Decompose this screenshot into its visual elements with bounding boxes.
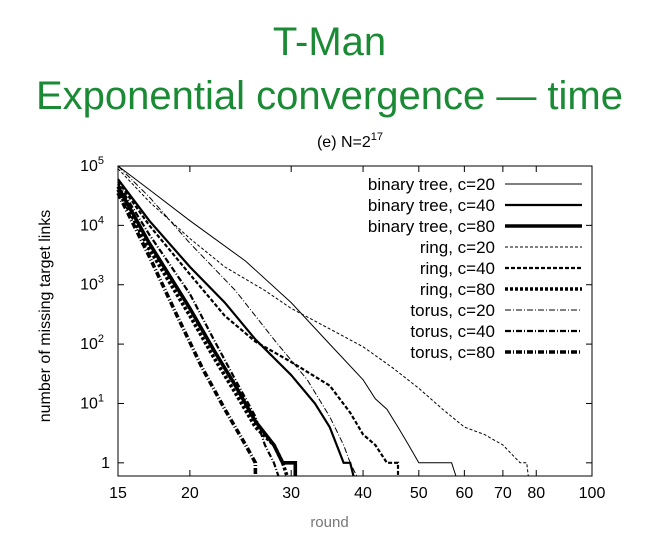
series-line-9 [116, 192, 258, 476]
x-tick-label: 80 [527, 485, 545, 502]
y-axis-label: number of missing target links [37, 210, 54, 423]
chart-title: (e) N=217 [317, 131, 383, 151]
series-line-3 [116, 185, 298, 476]
x-tick-label: 30 [282, 485, 300, 502]
legend-label-2: binary tree, c=40 [368, 196, 495, 215]
x-tick-label: 40 [354, 485, 372, 502]
legend: binary tree, c=20 binary tree, c=40 binary… [368, 175, 582, 362]
y-tick-label: 102 [80, 333, 104, 353]
series-line-1 [117, 165, 457, 477]
legend-label-5: ring, c=40 [420, 259, 495, 278]
series-line-2 [117, 178, 355, 477]
legend-label-8: torus, c=40 [410, 322, 495, 341]
x-axis: 15 20 30 40 50 60 70 80 100 [109, 166, 605, 502]
slide-title-line1: T-Man [272, 20, 387, 64]
series-line-5 [117, 180, 400, 476]
x-tick-label: 100 [579, 485, 606, 502]
series-line-7 [117, 165, 358, 477]
series-group [116, 165, 529, 477]
legend-label-7: torus, c=20 [410, 301, 495, 320]
y-tick-label: 101 [80, 392, 104, 412]
x-axis-label: round [310, 514, 349, 531]
y-tick-label: 1 [101, 455, 110, 472]
legend-label-9: torus, c=80 [410, 343, 495, 362]
legend-label-4: ring, c=20 [420, 238, 495, 257]
legend-label-3: binary tree, c=80 [368, 217, 495, 236]
y-tick-label: 105 [80, 155, 104, 175]
series-line-8 [117, 183, 280, 477]
plot-border [117, 165, 593, 477]
y-axis: 1 101 102 103 104 105 [80, 155, 592, 472]
chart-title-main: (e) N=2 [317, 134, 371, 151]
legend-label-6: ring, c=80 [420, 280, 495, 299]
legend-label-1: binary tree, c=20 [368, 175, 495, 194]
x-tick-label: 50 [410, 485, 428, 502]
x-tick-label: 60 [455, 485, 473, 502]
y-tick-label: 104 [80, 214, 104, 234]
y-tick-label: 103 [80, 274, 104, 294]
x-tick-label: 20 [181, 485, 199, 502]
x-tick-label: 70 [494, 485, 512, 502]
chart-title-sup: 17 [371, 131, 383, 143]
series-line-4 [117, 168, 529, 477]
x-tick-label: 15 [109, 485, 127, 502]
plot-frame [117, 165, 593, 477]
slide-title-line2: Exponential convergence — time [36, 74, 623, 118]
